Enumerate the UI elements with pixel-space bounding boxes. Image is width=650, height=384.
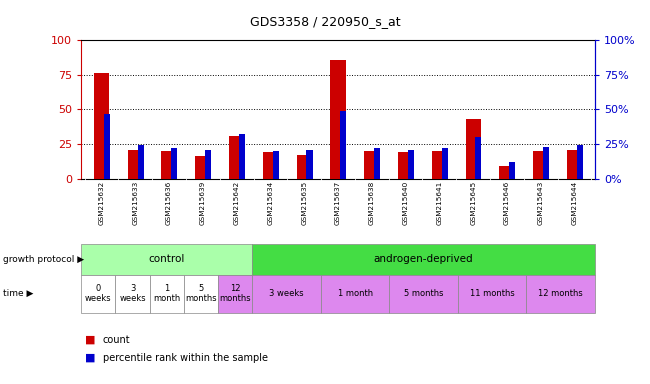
Text: GSM215641: GSM215641 — [436, 180, 443, 225]
Text: GSM215633: GSM215633 — [133, 180, 138, 225]
Bar — [408, 149, 414, 179]
Text: androgen-deprived: androgen-deprived — [374, 254, 473, 264]
FancyBboxPatch shape — [116, 275, 150, 313]
Text: percentile rank within the sample: percentile rank within the sample — [103, 353, 268, 363]
Text: control: control — [149, 254, 185, 264]
FancyBboxPatch shape — [184, 275, 218, 313]
Bar — [104, 114, 110, 179]
Text: 1 month: 1 month — [337, 289, 372, 298]
Bar — [229, 136, 244, 179]
Text: GSM215644: GSM215644 — [571, 180, 577, 225]
Bar — [296, 155, 312, 179]
Bar — [307, 149, 313, 179]
Bar — [567, 149, 582, 179]
Text: GSM215635: GSM215635 — [301, 180, 307, 225]
Text: 5
months: 5 months — [185, 285, 217, 303]
Text: GSM215632: GSM215632 — [99, 180, 105, 225]
Text: GSM215642: GSM215642 — [233, 180, 240, 225]
Text: 3
weeks: 3 weeks — [120, 285, 146, 303]
FancyBboxPatch shape — [81, 275, 116, 313]
Text: 11 months: 11 months — [470, 289, 514, 298]
Text: time ▶: time ▶ — [3, 289, 34, 298]
FancyBboxPatch shape — [252, 244, 595, 275]
Bar — [533, 151, 549, 179]
Bar — [138, 146, 144, 179]
Bar — [205, 149, 211, 179]
Text: ■: ■ — [84, 353, 95, 363]
Text: growth protocol ▶: growth protocol ▶ — [3, 255, 84, 264]
Bar — [239, 134, 245, 179]
Bar — [432, 151, 447, 179]
Text: 5 months: 5 months — [404, 289, 443, 298]
Bar — [330, 60, 346, 179]
Text: GSM215646: GSM215646 — [504, 180, 510, 225]
Bar — [127, 149, 143, 179]
Text: GSM215634: GSM215634 — [267, 180, 274, 225]
FancyBboxPatch shape — [389, 275, 458, 313]
Text: GSM215640: GSM215640 — [402, 180, 409, 225]
Text: ■: ■ — [84, 335, 95, 345]
Text: GSM215645: GSM215645 — [470, 180, 476, 225]
Text: 1
month: 1 month — [153, 285, 181, 303]
FancyBboxPatch shape — [218, 275, 252, 313]
Bar — [465, 119, 481, 179]
Text: 0
weeks: 0 weeks — [85, 285, 112, 303]
Bar — [499, 166, 515, 179]
Bar — [161, 151, 177, 179]
FancyBboxPatch shape — [526, 275, 595, 313]
Bar — [364, 151, 380, 179]
Text: GSM215638: GSM215638 — [369, 180, 375, 225]
Bar — [398, 152, 413, 179]
Bar — [263, 152, 278, 179]
Bar — [273, 151, 279, 179]
Text: GSM215639: GSM215639 — [200, 180, 206, 225]
Text: GSM215643: GSM215643 — [538, 180, 543, 225]
Bar — [94, 73, 109, 179]
Bar — [341, 111, 346, 179]
Text: GDS3358 / 220950_s_at: GDS3358 / 220950_s_at — [250, 15, 400, 28]
Text: 3 weeks: 3 weeks — [269, 289, 304, 298]
FancyBboxPatch shape — [150, 275, 184, 313]
Bar — [577, 146, 583, 179]
FancyBboxPatch shape — [321, 275, 389, 313]
FancyBboxPatch shape — [458, 275, 526, 313]
FancyBboxPatch shape — [81, 244, 252, 275]
Text: GSM215637: GSM215637 — [335, 180, 341, 225]
Bar — [543, 147, 549, 179]
Bar — [509, 162, 515, 179]
Bar — [441, 148, 448, 179]
Bar — [195, 156, 211, 179]
Text: count: count — [103, 335, 130, 345]
Bar — [475, 137, 482, 179]
Bar — [374, 148, 380, 179]
Text: 12
months: 12 months — [220, 285, 251, 303]
Bar — [172, 148, 177, 179]
Text: 12 months: 12 months — [538, 289, 583, 298]
Text: GSM215636: GSM215636 — [166, 180, 172, 225]
FancyBboxPatch shape — [252, 275, 321, 313]
